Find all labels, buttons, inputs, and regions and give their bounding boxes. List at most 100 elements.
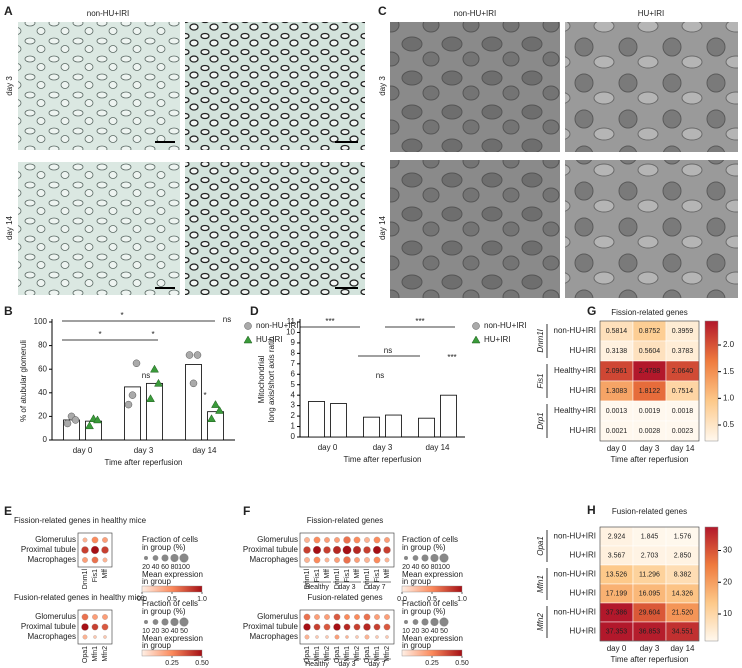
legend-label: HU+IRI bbox=[256, 335, 282, 344]
size-legend-dot bbox=[412, 555, 419, 561]
colorbar-tick-label: 0.25 bbox=[165, 660, 179, 667]
row-label: non-HU+IRI bbox=[554, 570, 596, 579]
cell-label: 0.3959 bbox=[672, 328, 694, 335]
column-label: Dnm1l bbox=[304, 569, 311, 590]
panel-label: H bbox=[587, 503, 596, 517]
legend-label: non-HU+IRI bbox=[256, 321, 298, 330]
cell-label: 0.8752 bbox=[639, 328, 661, 335]
size-legend-dot bbox=[439, 553, 449, 563]
size-legend-label: 40 bbox=[431, 628, 439, 635]
dot bbox=[363, 546, 371, 554]
column-label: Opa1 bbox=[334, 646, 341, 663]
dot bbox=[102, 557, 108, 563]
heatmap-frame bbox=[599, 320, 700, 442]
dot bbox=[352, 545, 362, 555]
dot bbox=[91, 536, 99, 544]
dotplot-title: Fission-related genes in healthy mice bbox=[14, 516, 147, 525]
point bbox=[193, 351, 202, 359]
dotplot-frame bbox=[77, 609, 113, 645]
legend-label: non-HU+IRI bbox=[484, 321, 526, 330]
color-legend-title: in group bbox=[142, 641, 171, 650]
column-label: Mff bbox=[102, 569, 109, 579]
size-legend-dot bbox=[179, 553, 189, 563]
y-tick-label: 7 bbox=[291, 359, 296, 368]
dot bbox=[303, 623, 311, 631]
dot bbox=[324, 614, 330, 620]
dot bbox=[102, 614, 108, 620]
dot bbox=[81, 623, 89, 631]
point bbox=[189, 379, 198, 388]
dot bbox=[373, 556, 381, 564]
y-tick-label: 3 bbox=[291, 401, 296, 410]
dot bbox=[333, 613, 341, 621]
dot bbox=[82, 557, 88, 563]
micrograph bbox=[185, 162, 365, 295]
size-legend-dot bbox=[421, 554, 429, 562]
dot bbox=[303, 613, 311, 621]
group-label: Mfn1 bbox=[536, 575, 545, 593]
dot bbox=[354, 557, 360, 563]
dot bbox=[92, 614, 98, 620]
cell-label: 1.8122 bbox=[639, 388, 661, 395]
dot bbox=[383, 546, 391, 554]
y-tick-label: 4 bbox=[291, 390, 296, 399]
cell-label: 0.7514 bbox=[672, 388, 694, 395]
size-legend-label: 80 bbox=[171, 564, 179, 571]
point bbox=[85, 421, 94, 430]
y-tick-label: 10 bbox=[286, 328, 295, 337]
size-legend-dot bbox=[170, 617, 179, 627]
point bbox=[132, 359, 141, 368]
row-label: day 3 bbox=[5, 76, 14, 96]
group-label: day 3 bbox=[338, 584, 355, 591]
colorbar bbox=[141, 649, 203, 657]
colorbar bbox=[141, 585, 203, 593]
panel-a: A non-HU+IRI day 3 day 14 bbox=[4, 4, 365, 295]
point bbox=[185, 351, 194, 359]
colorbar-tick-label: 30 bbox=[723, 546, 732, 555]
row-label: HU+IRI bbox=[570, 589, 596, 598]
colorbar-tick-label: 0.25 bbox=[425, 660, 439, 667]
x-tick-label: day 3 bbox=[134, 446, 154, 455]
cell-label: 2.0961 bbox=[606, 368, 628, 375]
dot bbox=[314, 614, 320, 620]
cell-label: 29.604 bbox=[639, 609, 661, 616]
size-legend-label: 50 bbox=[440, 628, 448, 635]
colorbar-tick-label: 2.0 bbox=[723, 340, 735, 349]
y-tick-label: 6 bbox=[291, 369, 296, 378]
dot bbox=[82, 634, 88, 640]
dot bbox=[102, 537, 108, 543]
x-tick-label: day 14 bbox=[425, 443, 450, 452]
cell-label: 37.353 bbox=[606, 628, 628, 635]
group-label: day 7 bbox=[368, 584, 385, 591]
column-label: Mff bbox=[354, 569, 361, 579]
size-legend-title: Fraction of cells bbox=[142, 535, 198, 544]
size-legend-dot bbox=[412, 619, 419, 625]
dot bbox=[101, 546, 109, 554]
x-tick-label: day 3 bbox=[640, 444, 660, 453]
dotplot-title: Fusion-related genes bbox=[307, 593, 382, 602]
dotplot-frame bbox=[299, 609, 395, 645]
size-legend-title: Fraction of cells bbox=[402, 599, 458, 608]
dot bbox=[354, 614, 360, 620]
size-legend-label: 40 bbox=[152, 564, 160, 571]
significance-label: *** bbox=[325, 317, 334, 326]
significance-label: ns bbox=[384, 346, 392, 355]
row-label: Proximal tubule bbox=[21, 545, 77, 554]
point bbox=[472, 322, 480, 330]
column-label: Fis1 bbox=[314, 569, 321, 582]
row-label: HU+IRI bbox=[570, 551, 596, 560]
x-axis-label: Time after reperfusion bbox=[611, 455, 689, 464]
y-axis-label: % of atubular glomeruli bbox=[19, 340, 28, 422]
colorbar-tick-label: 0.5 bbox=[427, 596, 437, 603]
size-legend-dot bbox=[430, 617, 439, 627]
colorbar-tick-label: 10 bbox=[723, 609, 732, 618]
cell-label: 0.0013 bbox=[606, 408, 628, 415]
dot bbox=[304, 557, 310, 563]
size-legend-label: 50 bbox=[180, 628, 188, 635]
panel-label: G bbox=[587, 304, 596, 318]
bar bbox=[330, 403, 347, 438]
y-tick-label: 100 bbox=[34, 317, 48, 326]
y-tick-label: 60 bbox=[38, 364, 47, 373]
column-label: Mfn1 bbox=[374, 646, 381, 662]
